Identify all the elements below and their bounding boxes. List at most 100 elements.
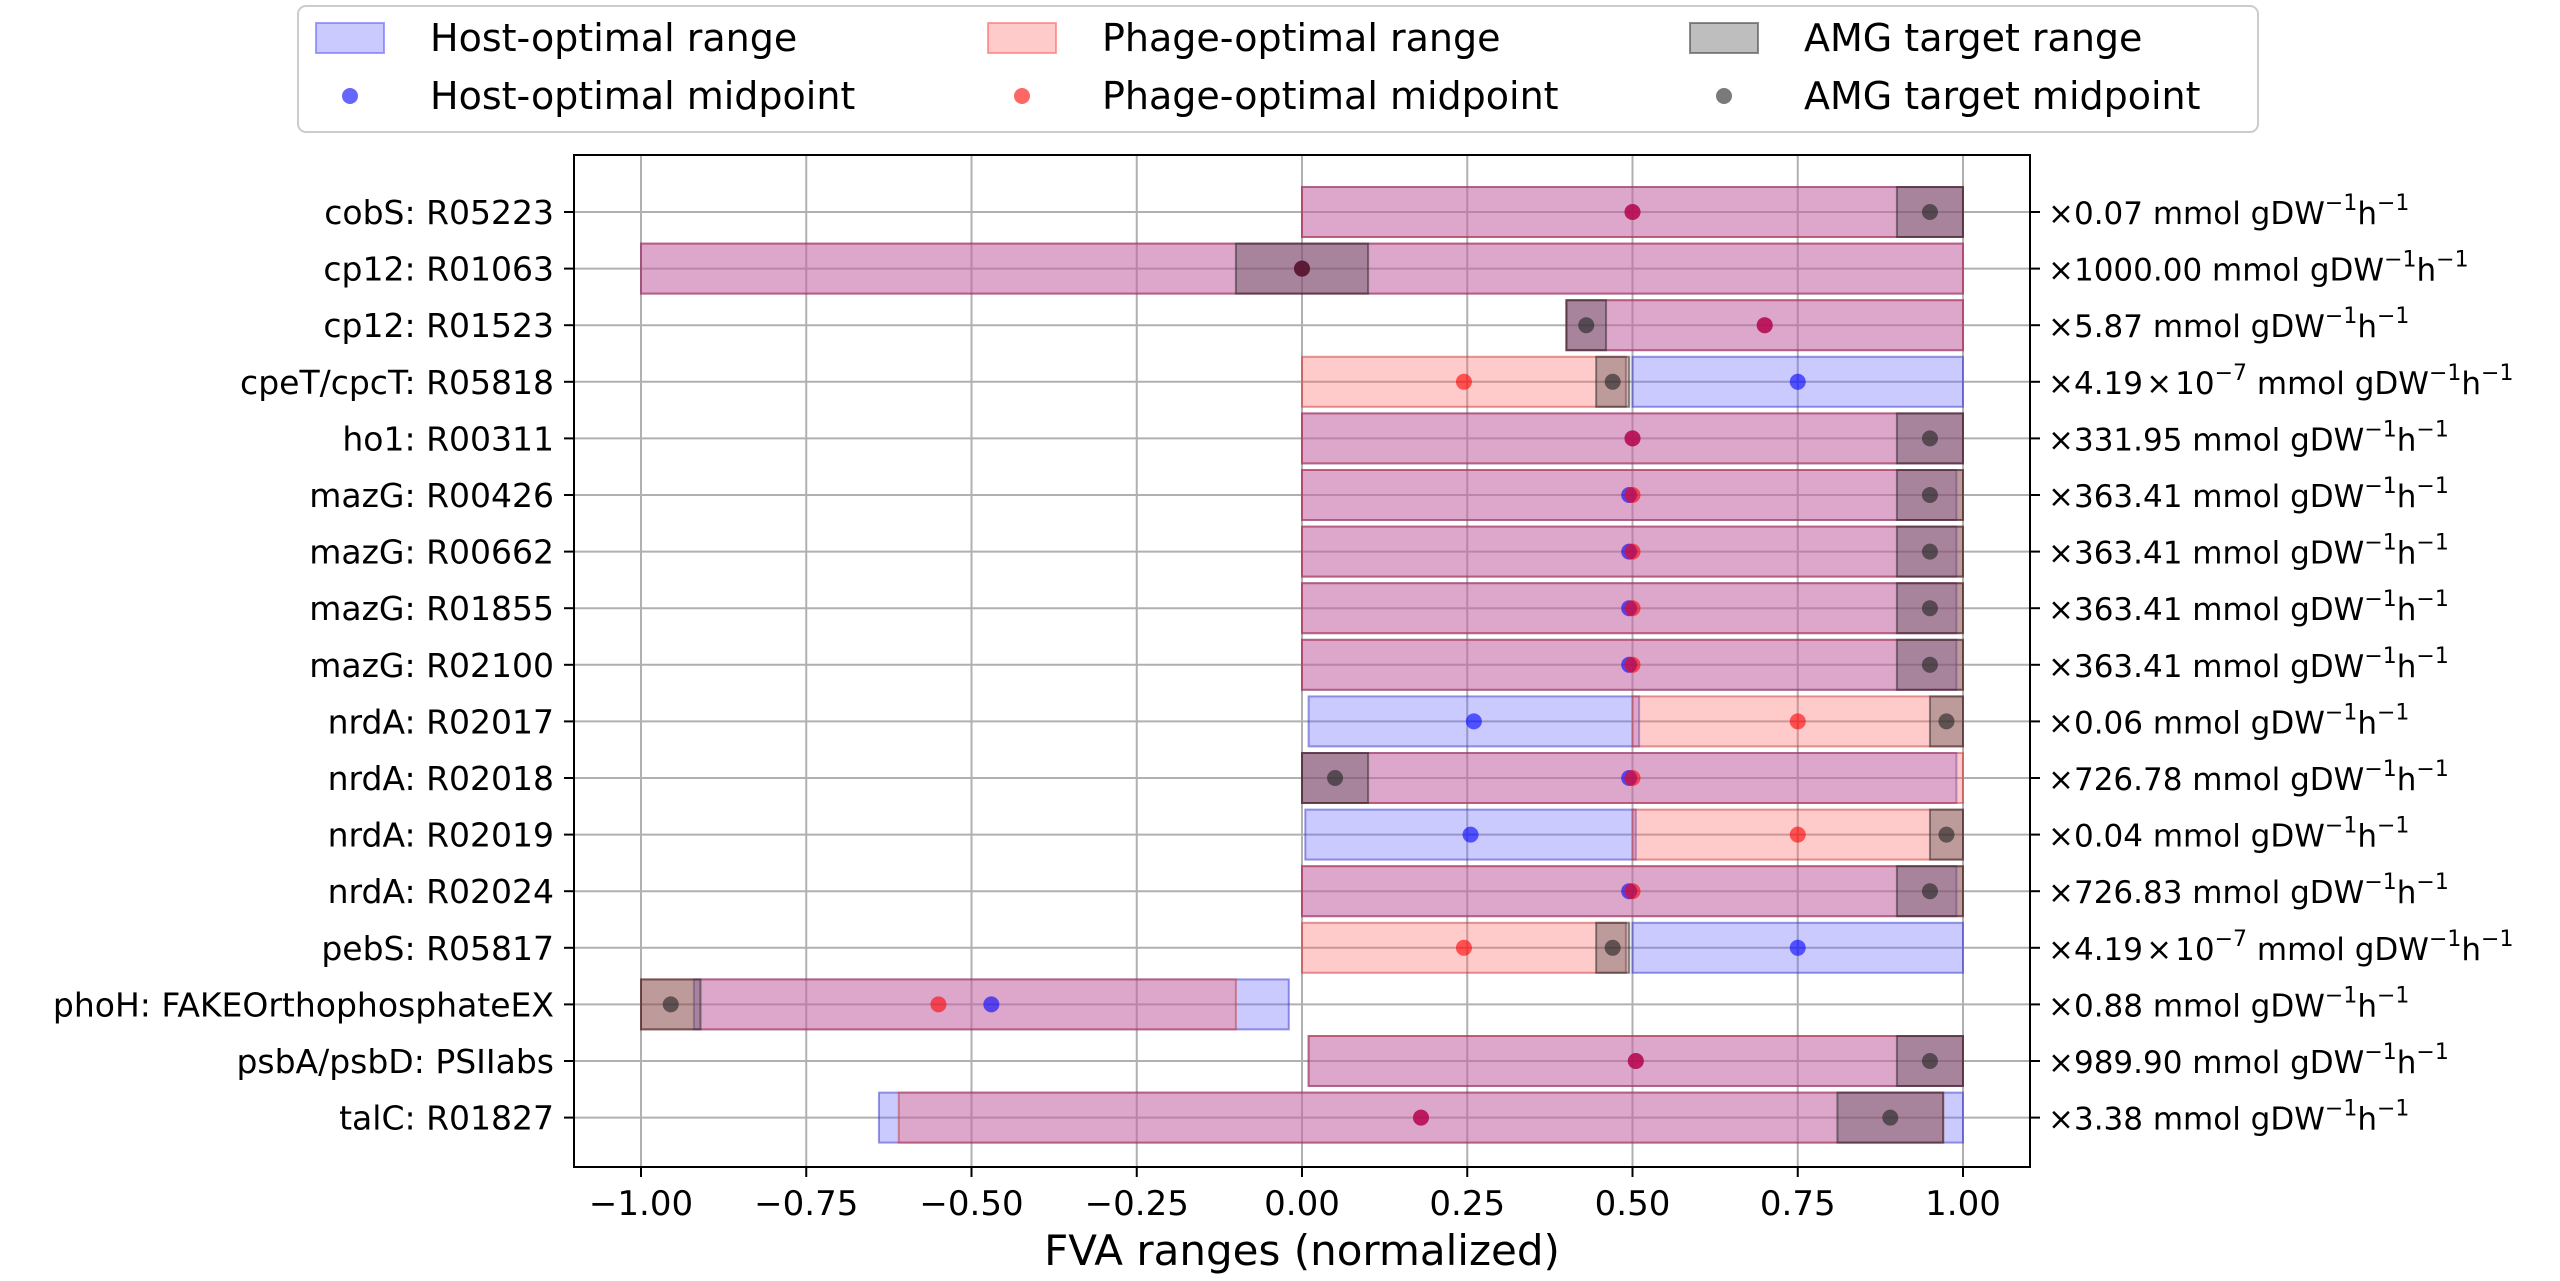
legend-frame [297, 5, 2259, 133]
flux-scale-label: ×3.38 mmol gDW−1h−1 [2048, 1097, 2409, 1138]
flux-scale-label: ×0.07 mmol gDW−1h−1 [2048, 191, 2409, 232]
legend-label: AMG target range [1804, 16, 2142, 60]
flux-scale-labels: ×0.07 mmol gDW−1h−1 ×1000.00 mmol gDW−1h−… [2048, 191, 2513, 1138]
flux-scale-label: ×726.78 mmol gDW−1h−1 [2048, 757, 2449, 798]
flux-scale-label: ×331.95 mmol gDW−1h−1 [2048, 417, 2449, 458]
legend-label: Host-optimal midpoint [430, 74, 855, 118]
legend-label: Phage-optimal range [1102, 16, 1500, 60]
host-midpoint [1789, 939, 1806, 956]
flux-scale-label: ×4.19 × 10−7 mmol gDW−1h−1 [2048, 361, 2513, 402]
amg-midpoint [1294, 260, 1310, 277]
phage-range-bar [1301, 186, 1964, 238]
amg-mid-legend-marker [1716, 88, 1732, 104]
amg-midpoint [1921, 883, 1938, 900]
phage-midpoint [1624, 543, 1641, 560]
x-tick-label: 0.50 [1595, 1184, 1671, 1224]
amg-midpoint [1604, 939, 1621, 956]
phage-midpoint [1624, 487, 1641, 503]
flux-scale-label: ×363.41 mmol gDW−1h−1 [2048, 644, 2449, 685]
amg-range-bar [1565, 299, 1608, 352]
flux-scale-label: ×4.19 × 10−7 mmol gDW−1h−1 [2048, 927, 2513, 968]
flux-scale-label: ×363.41 mmol gDW−1h−1 [2048, 531, 2449, 572]
phage-midpoint [1789, 826, 1806, 843]
flux-scale-label: ×0.88 mmol gDW−1h−1 [2048, 983, 2409, 1024]
y-axis-ticks: cobS: R05223 cp12: R01063 cp12: R01523 cpeT… [53, 193, 2040, 1138]
phage-midpoint [1624, 204, 1641, 220]
reaction-label: nrdA: R02019 [328, 816, 554, 855]
reaction-label: cpeT/cpcT: R05818 [240, 363, 554, 402]
phage-mid-legend-marker [1014, 88, 1030, 104]
amg-midpoint [1921, 204, 1938, 220]
flux-scale-label: ×5.87 mmol gDW−1h−1 [2048, 304, 2409, 345]
amg-midpoint [1921, 1053, 1938, 1069]
amg-midpoint [1921, 600, 1938, 617]
phage-range-bar [1631, 808, 1964, 861]
legend: Host-optimal range Phage-optimal range AMG… [297, 5, 2259, 133]
x-tick-label: 1.00 [1925, 1184, 2001, 1224]
phage-midpoint [1627, 1053, 1644, 1069]
x-tick-label: 0.00 [1264, 1184, 1340, 1224]
host-midpoint [1789, 373, 1806, 390]
phage-midpoint [1455, 373, 1472, 390]
reaction-label: ho1: R00311 [342, 419, 554, 458]
flux-scale-label: ×363.41 mmol gDW−1h−1 [2048, 474, 2449, 515]
x-axis-title: FVA ranges (normalized) [1044, 1226, 1560, 1275]
amg-midpoint [1921, 430, 1938, 447]
reaction-label: nrdA: R02018 [328, 759, 554, 798]
host-midpoint [983, 996, 1000, 1013]
reaction-label: cp12: R01063 [323, 250, 554, 289]
legend-label: Phage-optimal midpoint [1102, 74, 1559, 118]
amg-midpoint [1604, 373, 1621, 390]
midpoint-markers [662, 204, 1955, 1126]
phage-midpoint [1756, 317, 1773, 334]
x-axis-ticks: −1.00 −0.75 −0.50 −0.25 0.00 0.25 0.50 0.75 1.00 [589, 1167, 2001, 1224]
x-tick-label: −1.00 [589, 1184, 693, 1224]
flux-scale-label: ×989.90 mmol gDW−1h−1 [2048, 1040, 2449, 1081]
host-mid-legend-marker [342, 88, 358, 104]
reaction-label: talC: R01827 [339, 1099, 554, 1138]
flux-scale-label: ×0.06 mmol gDW−1h−1 [2048, 700, 2409, 741]
reaction-label: mazG: R02100 [309, 646, 554, 685]
range-bars [640, 186, 1965, 1144]
amg-range-bar [1895, 582, 1965, 635]
reaction-label: nrdA: R02024 [328, 872, 554, 911]
reaction-label: pebS: R05817 [321, 929, 554, 968]
amg-range-bar [1301, 752, 1370, 804]
reaction-label: cp12: R01523 [323, 306, 554, 345]
reaction-label: mazG: R00662 [309, 533, 554, 572]
x-tick-label: 0.25 [1429, 1184, 1505, 1224]
reaction-label: psbA/psbD: PSIIabs [236, 1042, 554, 1081]
reaction-label: nrdA: R02017 [328, 702, 554, 741]
amg-midpoint [1327, 770, 1344, 786]
flux-scale-label: ×0.04 mmol gDW−1h−1 [2048, 814, 2409, 855]
amg-midpoint [1938, 713, 1955, 730]
flux-scale-label: ×363.41 mmol gDW−1h−1 [2048, 587, 2449, 628]
phage-midpoint [1624, 770, 1641, 786]
phage-midpoint [1412, 1109, 1429, 1126]
phage-range-legend-swatch [987, 22, 1057, 54]
amg-midpoint [1921, 656, 1938, 673]
legend-label: Host-optimal range [430, 16, 797, 60]
host-midpoint [1465, 713, 1482, 730]
reaction-label: phoH: FAKEOrthophosphateEX [53, 985, 554, 1024]
x-tick-label: −0.50 [919, 1184, 1023, 1224]
x-tick-label: −0.25 [1085, 1184, 1189, 1224]
phage-midpoint [1624, 883, 1641, 900]
x-tick-label: 0.75 [1760, 1184, 1836, 1224]
phage-midpoint [1624, 600, 1641, 617]
reaction-label: cobS: R05223 [324, 193, 554, 232]
amg-midpoint [1938, 826, 1955, 843]
flux-scale-label: ×1000.00 mmol gDW−1h−1 [2048, 248, 2469, 289]
reaction-label: mazG: R01855 [309, 589, 554, 628]
phage-midpoint [1455, 939, 1472, 956]
host-midpoint [1462, 826, 1479, 843]
amg-midpoint [1921, 543, 1938, 560]
phage-range-bar [1565, 299, 1965, 352]
amg-midpoint [1882, 1109, 1899, 1126]
reaction-label: mazG: R00426 [309, 476, 554, 515]
phage-midpoint [930, 996, 947, 1013]
amg-midpoint [1921, 487, 1938, 503]
flux-scale-label: ×726.83 mmol gDW−1h−1 [2048, 870, 2449, 911]
x-tick-label: −0.75 [754, 1184, 858, 1224]
